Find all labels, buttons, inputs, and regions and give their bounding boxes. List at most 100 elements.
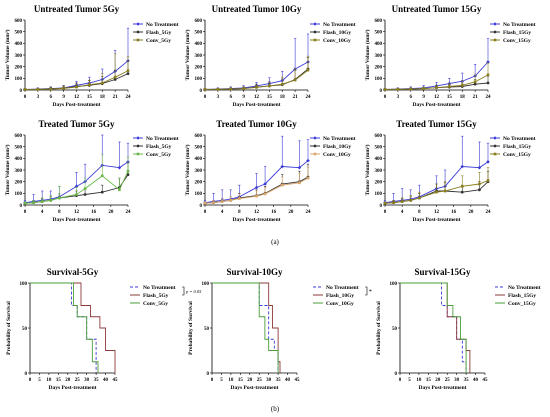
x-tick-label: 21 <box>473 95 479 100</box>
x-tick-label: 4 <box>41 210 44 215</box>
data-point <box>100 174 104 178</box>
legend-entry: No Treatment <box>313 285 359 291</box>
x-axis-label: Days Post-treatment <box>48 385 96 391</box>
data-point <box>473 80 477 84</box>
legend-label: Flash_15Gy <box>508 293 536 299</box>
legend-entry: No Treatment <box>133 22 179 28</box>
series-flash-10gy <box>212 282 281 373</box>
y-axis-label: Tumor Volume (mm³) <box>4 144 11 195</box>
data-point <box>40 200 44 203</box>
y-tick-label: 50 <box>22 327 28 332</box>
legend-marker <box>313 136 317 140</box>
data-point <box>478 182 481 186</box>
chart-title: Untreated Tumor 15Gy <box>392 4 482 14</box>
series-line <box>30 282 116 373</box>
y-tick-label: 0 <box>20 89 23 94</box>
legend-entry: Flash_5Gy <box>133 144 172 150</box>
subfigure-label-b: (b) <box>271 405 280 413</box>
legend-label: No Treatment <box>503 136 536 142</box>
series-line <box>24 161 129 204</box>
legend-label: No Treatment <box>146 136 179 142</box>
legend-label: No Treatment <box>503 22 536 28</box>
x-tick-label: 24 <box>486 210 492 215</box>
data-point <box>58 196 61 200</box>
x-tick-label: 24 <box>306 95 312 100</box>
y-axis-label: Tumor Volume (mm³) <box>364 29 371 80</box>
data-point <box>83 193 87 196</box>
legend-label: Flash_10Gy <box>326 293 354 299</box>
data-point <box>306 158 310 163</box>
x-tick-label: 20 <box>108 210 114 215</box>
data-point <box>443 189 447 193</box>
x-tick-label: 10 <box>228 378 234 383</box>
legend-marker <box>136 22 140 26</box>
data-point <box>238 197 241 200</box>
x-tick-label: 21 <box>293 95 299 100</box>
x-tick-label: 40 <box>473 378 479 383</box>
data-point <box>422 87 425 90</box>
x-tick-label: 15 <box>426 378 432 383</box>
data-point <box>23 201 27 205</box>
data-point <box>100 190 104 194</box>
x-axis-label: Days Post-treatment <box>232 102 280 108</box>
x-tick-label: 18 <box>100 95 106 100</box>
series-line <box>30 282 99 373</box>
x-tick-label: 0 <box>399 378 402 383</box>
legend-label: Conv_5Gy <box>143 301 168 307</box>
legend-entry: Flash_10Gy <box>313 293 354 299</box>
chart-title: Survival-15Gy <box>414 267 471 277</box>
x-tick-label: 24 <box>306 210 312 215</box>
data-point <box>36 88 40 91</box>
y-tick-label: 400 <box>195 42 203 47</box>
data-point <box>409 199 413 202</box>
series-line <box>400 282 471 373</box>
y-axis-label: Tumor Volume (mm³) <box>364 144 371 195</box>
significance-bracket <box>182 286 185 296</box>
x-tick-label: 12 <box>434 210 440 215</box>
data-point <box>293 78 297 82</box>
y-tick-label: 200 <box>375 65 383 70</box>
chart-panel-4: Treated Tumor 5Gy 0 4 8 12 16 20 24 0 100 200 300 40… <box>4 119 179 223</box>
series-conv-10gy <box>212 282 279 373</box>
x-tick-label: 15 <box>87 95 93 100</box>
y-tick-label: 0 <box>207 372 210 377</box>
legend-label: No Treatment <box>323 22 356 28</box>
data-point <box>62 87 65 90</box>
data-point <box>460 164 465 169</box>
legend-marker <box>493 152 497 156</box>
legend-entry: Conv_15Gy <box>490 38 531 44</box>
data-point <box>126 173 130 177</box>
y-tick-label: 100 <box>15 77 23 82</box>
series-conv-15gy <box>400 282 467 373</box>
series-conv-5gy <box>30 282 99 373</box>
chart-title: Treated Tumor 15Gy <box>396 119 477 129</box>
legend-label: Flash_15Gy <box>503 30 531 36</box>
x-tick-label: 12 <box>254 210 260 215</box>
x-tick-label: 35 <box>276 378 282 383</box>
legend-marker <box>136 30 140 34</box>
chart-title: Survival-10Gy <box>226 267 283 277</box>
y-tick-label: 0 <box>25 372 28 377</box>
y-tick-label: 0 <box>380 204 383 209</box>
series-line <box>400 282 467 373</box>
x-tick-label: 20 <box>65 378 71 383</box>
data-point <box>486 60 490 64</box>
chart-title: Untreated Tumor 10Gy <box>212 4 302 14</box>
series-no-treatment <box>383 38 490 92</box>
data-point <box>435 86 438 89</box>
x-tick-label: 12 <box>74 95 80 100</box>
y-axis-label: Probability of Survival <box>188 301 194 355</box>
x-tick-label: 0 <box>24 210 27 215</box>
legend-entry: No Treatment <box>495 285 541 291</box>
series-conv-5gy <box>23 154 130 205</box>
legend-entry: No Treatment <box>490 22 536 28</box>
legend-marker <box>136 38 140 42</box>
x-tick-label: 5 <box>408 378 411 383</box>
y-tick-label: 300 <box>195 169 203 174</box>
data-point <box>88 83 91 87</box>
x-tick-label: 12 <box>434 95 440 100</box>
series-line <box>400 282 467 373</box>
x-tick-label: 45 <box>295 378 301 383</box>
series-no-treatment <box>400 282 467 373</box>
data-point <box>75 85 78 89</box>
